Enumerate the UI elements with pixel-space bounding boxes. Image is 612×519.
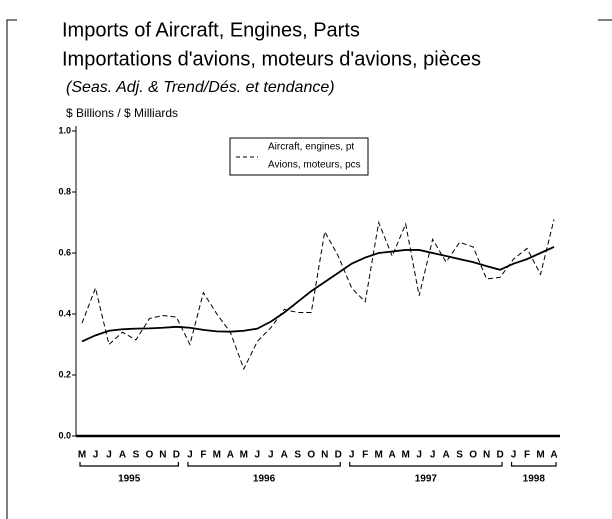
y-tick-label: 1.0 (58, 125, 71, 135)
year-label: 1995 (118, 474, 141, 485)
x-tick-label: F (200, 450, 206, 461)
y-tick-label: 0.8 (58, 186, 71, 196)
x-tick-label: N (483, 450, 490, 461)
x-tick-label: A (281, 450, 288, 461)
chart-title: Imports of Aircraft, Engines, Parts (62, 19, 360, 41)
x-tick-label: D (173, 450, 180, 461)
x-tick-label: M (213, 450, 221, 461)
frame-corner (6, 19, 17, 519)
x-tick-label: J (511, 450, 517, 461)
x-tick-label: M (401, 450, 409, 461)
legend-label: Aircraft, engines, pt (268, 142, 354, 153)
x-tick-label: J (93, 450, 99, 461)
year-bracket (510, 462, 557, 467)
y-tick-label: 0.0 (58, 430, 71, 440)
x-tick-label: A (227, 450, 234, 461)
x-tick-label: J (268, 450, 274, 461)
legend-label: Avions, moteurs, pcs (268, 160, 361, 171)
year-label: 1996 (253, 474, 276, 485)
y-tick-label: 0.6 (58, 247, 71, 257)
x-tick-label: J (255, 450, 261, 461)
x-tick-label: S (294, 450, 301, 461)
year-bracket (349, 462, 503, 467)
x-tick-label: N (159, 450, 166, 461)
x-tick-label: A (550, 450, 557, 461)
x-tick-label: M (375, 450, 383, 461)
year-label: 1998 (523, 474, 546, 485)
x-tick-label: J (430, 450, 436, 461)
x-tick-label: A (442, 450, 449, 461)
year-label: 1997 (415, 474, 438, 485)
x-tick-label: M (240, 450, 248, 461)
x-tick-label: S (133, 450, 140, 461)
y-tick-label: 0.4 (58, 308, 71, 318)
x-tick-label: J (416, 450, 422, 461)
data-line (81, 246, 555, 343)
y-tick-label: 0.2 (58, 369, 71, 379)
x-tick-label: A (389, 450, 396, 461)
x-tick-label: O (146, 450, 154, 461)
x-tick-label: S (456, 450, 463, 461)
x-tick-label: J (349, 450, 355, 461)
data-line (81, 219, 555, 371)
x-tick-label: N (321, 450, 328, 461)
x-tick-label: O (307, 450, 315, 461)
year-bracket (79, 462, 179, 467)
x-tick-label: F (524, 450, 530, 461)
chart-title-fr: Importations d'avions, moteurs d'avions,… (62, 48, 481, 70)
x-tick-label: M (536, 450, 544, 461)
x-tick-label: D (335, 450, 342, 461)
year-bracket (187, 462, 341, 467)
x-tick-label: J (106, 450, 112, 461)
x-tick-label: M (78, 450, 86, 461)
x-tick-label: F (362, 450, 368, 461)
x-tick-label: J (187, 450, 193, 461)
x-tick-label: D (496, 450, 503, 461)
chart-subtitle: (Seas. Adj. & Trend/Dés. et tendance) (66, 79, 335, 96)
x-tick-label: O (469, 450, 477, 461)
y-axis-label: $ Billions / $ Milliards (66, 106, 178, 120)
x-tick-label: A (119, 450, 126, 461)
